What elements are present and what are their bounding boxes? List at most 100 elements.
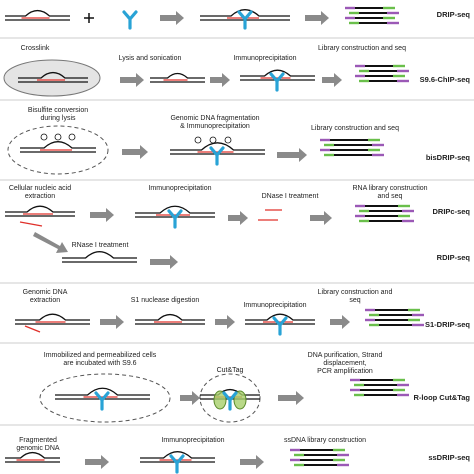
bisulfite-mark (54, 133, 62, 141)
plus-sign (84, 13, 94, 23)
arrow (278, 391, 304, 405)
step-label: genomic DNA (16, 445, 60, 452)
arrow (305, 11, 329, 25)
step-label: Cellular nucleic acid (9, 185, 71, 192)
step-label: extraction (25, 193, 55, 200)
arrow (100, 315, 124, 329)
dna-strand (240, 69, 315, 77)
dna-strand (150, 72, 205, 79)
antibody (269, 72, 285, 92)
cell (39, 373, 171, 423)
step-label: seq (349, 297, 360, 304)
bisulfite-mark (68, 133, 76, 141)
dna-strand (15, 313, 90, 321)
step-label: Cut&Tag (217, 367, 244, 374)
step-label: Immobilized and permeabilized cells (44, 352, 157, 359)
method-name: S9.6-ChIP-seq (420, 75, 471, 84)
step-label: RNA library construction (352, 185, 427, 192)
bisulfite-mark (194, 136, 202, 144)
antibody (272, 316, 288, 336)
dna-strand (5, 205, 75, 213)
separators (0, 37, 474, 426)
bisulfite-mark (40, 133, 48, 141)
arrow (160, 11, 184, 25)
step-label: Library construction and seq (311, 125, 399, 132)
step-label: Genomic DNA (23, 289, 68, 296)
step-label: Immunoprecipitation (148, 185, 211, 192)
cell (7, 125, 109, 175)
step-label: and seq (378, 193, 403, 200)
step-label: Library construction and seq (318, 45, 406, 52)
rna (24, 325, 41, 333)
dna-strand (5, 9, 70, 17)
transposase (233, 390, 247, 410)
step-label: during lysis (40, 115, 76, 122)
dna-strand (20, 141, 96, 149)
dna-strand (140, 451, 215, 459)
step-label: & Immunoprecipitation (180, 123, 250, 130)
step-label: S1 nuclease digestion (131, 297, 200, 304)
step-label: DNase I treatment (262, 193, 319, 200)
arrow (33, 232, 68, 253)
step-label: RNase I treatment (72, 242, 129, 249)
arrow (240, 455, 264, 469)
step-label: are incubated with S9.6 (63, 360, 136, 367)
cut-tag-complex (199, 373, 261, 423)
antibody (94, 391, 110, 411)
dna-strand (18, 71, 88, 79)
method-name: DRIPc-seq (432, 207, 470, 216)
dna-strand (55, 387, 150, 396)
dna-strand (170, 142, 265, 151)
arrow (90, 208, 114, 222)
method-name: DRIP-seq (437, 10, 471, 19)
step-label: Crosslink (21, 45, 50, 52)
antibody (122, 10, 138, 30)
dna-strand (5, 451, 60, 459)
step-label: PCR amplification (317, 368, 373, 375)
dna-strand (62, 251, 137, 259)
arrow (210, 73, 230, 87)
step-label: Lysis and sonication (119, 55, 182, 62)
antibody (169, 454, 185, 474)
arrow (310, 211, 332, 225)
arrow (277, 148, 307, 162)
dna-strand (135, 205, 215, 214)
dna-strand (245, 313, 315, 321)
dna-strand (135, 313, 205, 321)
method-name: bisDRIP-seq (426, 153, 471, 162)
step-label: Genomic DNA fragmentation (170, 115, 259, 122)
arrow (322, 73, 342, 87)
arrow (85, 455, 109, 469)
step-label: displacement, (323, 360, 366, 367)
dna-strand (200, 388, 260, 396)
arrow (330, 315, 350, 329)
step-label: ssDNA library construction (284, 437, 366, 444)
step-label: DNA purification, Strand (308, 352, 383, 359)
step-label: extraction (30, 297, 60, 304)
antibody (209, 146, 225, 166)
antibody (222, 391, 238, 411)
antibody (167, 209, 183, 229)
method-name: S1-DRIP-seq (425, 320, 470, 329)
arrow (120, 73, 144, 87)
step-label: Immunoprecipitation (243, 302, 306, 309)
bisulfite-mark (224, 136, 232, 144)
dna-strand (200, 9, 290, 17)
step-label: Library construction and (318, 289, 393, 296)
arrow (180, 391, 200, 405)
step-label: Immunoprecipitation (161, 437, 224, 444)
arrow (122, 145, 148, 159)
rna (19, 221, 43, 227)
arrow (215, 315, 235, 329)
step-label: Bisulfite conversion (28, 107, 88, 114)
method-name: R-loop Cut&Tag (413, 393, 470, 402)
method-name: ssDRIP-seq (428, 453, 470, 462)
step-label: Fragmented (19, 437, 57, 444)
bisulfite-mark (209, 136, 217, 144)
cell (3, 59, 101, 97)
arrow (228, 211, 248, 225)
method-name: RDIP-seq (437, 253, 471, 262)
transposase (213, 390, 227, 410)
arrow (150, 255, 178, 269)
